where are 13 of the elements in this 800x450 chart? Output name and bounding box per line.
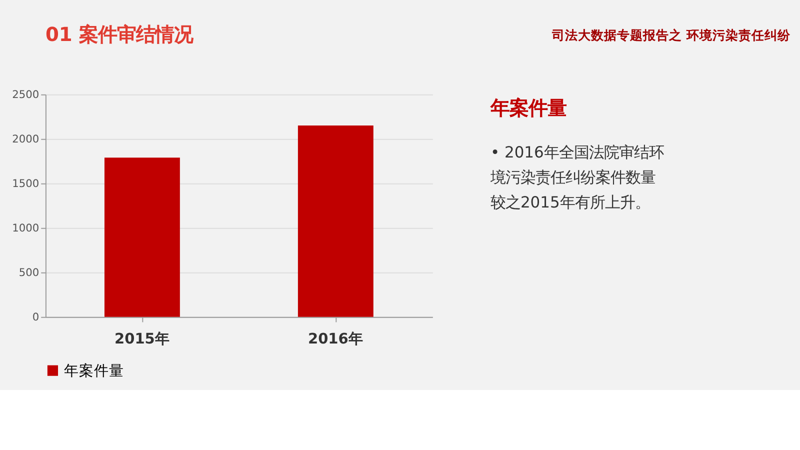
y-tick-label: 2500 <box>12 88 40 101</box>
x-tick-label: 2016年 <box>308 330 364 348</box>
text: • 2016年全国法院审结环境污染责任纠纷案件数量较之2015年有所上升。 <box>489 143 664 212</box>
y-tick-label: 0 <box>32 310 40 324</box>
text: 年案件量 <box>489 96 566 120</box>
text: 司法大数据专题报告之 环境污染责任纠纷 <box>550 27 792 42</box>
y-tick-label: 1000 <box>12 221 40 234</box>
x-tick-label: 2015年 <box>114 330 170 348</box>
legend-label: 年案件量 <box>64 362 124 380</box>
y-tick-label: 1500 <box>12 176 40 190</box>
chart-title: 01 案件审结情况 <box>45 23 194 46</box>
y-tick-label: 2000 <box>12 132 40 146</box>
y-tick-label: 500 <box>18 266 40 279</box>
